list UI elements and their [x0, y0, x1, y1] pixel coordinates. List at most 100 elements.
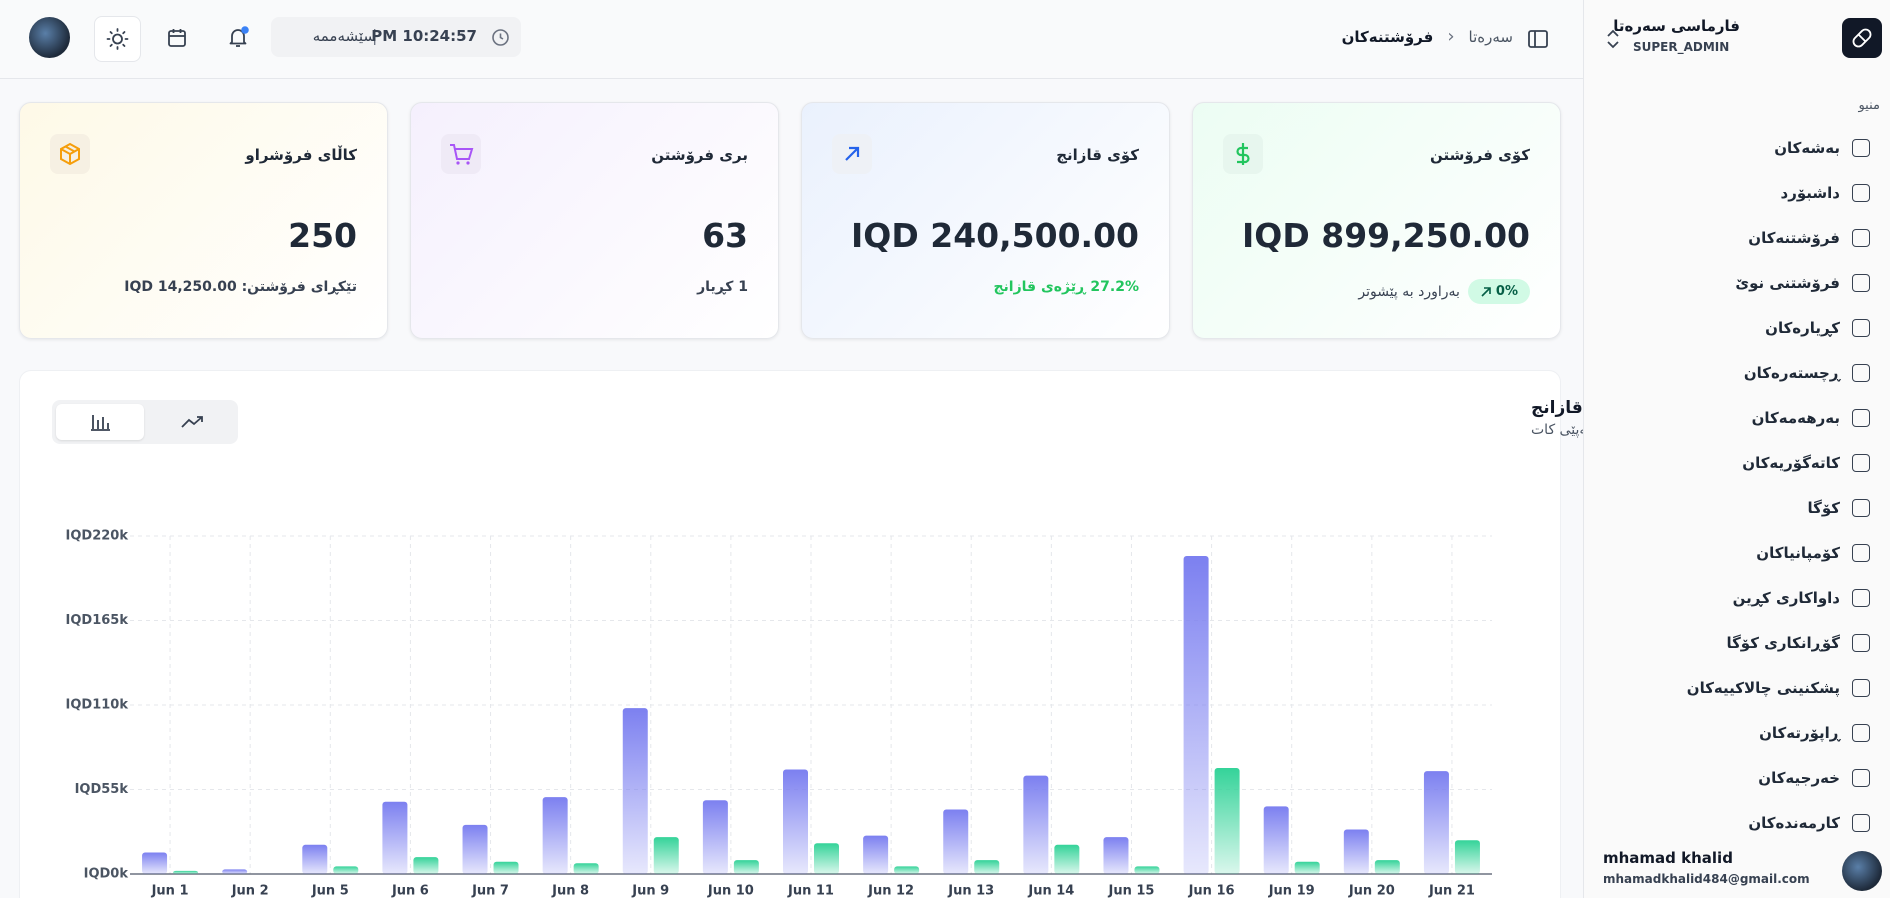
menu-item-icon — [1852, 454, 1870, 472]
card-footer: 1 کڕیار — [697, 279, 748, 295]
menu-item[interactable]: فرۆشتنەکان — [1600, 220, 1870, 256]
menu-item-icon — [1852, 229, 1870, 247]
card-footer: 27.2% ڕێژەی قازانج — [993, 279, 1139, 295]
card-title: کۆی فرۆشتن — [1430, 146, 1530, 164]
breadcrumb-current: فرۆشتنەکان — [1341, 27, 1434, 46]
menu-item-label: کارمەندەکان — [1748, 814, 1840, 832]
menu-item[interactable]: خەرجیەکان — [1600, 760, 1870, 796]
header: سێشەممە | PM 10:24:57 سەرەتا ‹ فرۆشتنەکا… — [0, 0, 1583, 79]
card-icon — [1223, 134, 1263, 174]
arrow-icon — [1481, 286, 1491, 297]
sidebar: فارماسی سەرەتا SUPER_ADMIN منیو mhamad k… — [1583, 0, 1890, 898]
menu-item-icon — [1852, 139, 1870, 157]
card-value: 250 — [288, 216, 357, 255]
card-title: بری فرۆشتن — [651, 146, 748, 164]
badge-value: 0% — [1495, 284, 1518, 299]
menu-item[interactable]: داشبۆرد — [1600, 175, 1870, 211]
menu-item[interactable]: داواکاری کڕین — [1600, 580, 1870, 616]
line-view-button[interactable] — [148, 404, 236, 440]
menu-item-label: کۆگا — [1807, 499, 1840, 517]
menu-item[interactable]: فرۆشتنی نوێ — [1600, 265, 1870, 301]
card-value: IQD 240,500.00 — [851, 216, 1139, 255]
sun-icon — [106, 28, 129, 50]
menu-item-icon — [1852, 499, 1870, 517]
separator: | — [372, 26, 378, 45]
menu-item-icon — [1852, 319, 1870, 337]
card-title: کاڵای فرۆشراو — [245, 146, 357, 164]
menu-item-label: داشبۆرد — [1780, 184, 1840, 202]
icon — [60, 142, 80, 166]
bar-view-button[interactable] — [56, 404, 144, 440]
menu-item[interactable]: کاتەگۆریەکان — [1600, 445, 1870, 481]
menu-item-label: ڕچستەرەکان — [1743, 364, 1840, 382]
breadcrumb: سەرەتا ‹ فرۆشتنەکان — [1342, 26, 1513, 47]
menu-item-icon — [1852, 679, 1870, 697]
icon — [450, 144, 474, 165]
user-name: mhamad khalid — [1603, 849, 1733, 867]
icon — [1236, 143, 1250, 165]
menu-item-label: بەرهەمەکان — [1751, 409, 1840, 427]
date-time-pill: سێشەممە | PM 10:24:57 — [271, 17, 521, 57]
card-icon — [832, 134, 872, 174]
menu-item-label: کاتەگۆریەکان — [1742, 454, 1840, 472]
theme-button[interactable] — [94, 16, 141, 62]
clock-icon — [492, 29, 509, 46]
menu-item-label: پشکنینی چالاکییەکان — [1686, 679, 1840, 697]
avatar[interactable] — [29, 17, 70, 58]
menu-item-icon — [1852, 724, 1870, 742]
calendar-icon[interactable] — [166, 27, 188, 49]
bell-icon[interactable] — [226, 25, 250, 49]
role: SUPER_ADMIN — [1633, 40, 1730, 54]
menu-item[interactable]: کۆگا — [1600, 490, 1870, 526]
stat-card: کاڵای فرۆشراو 250 تێکڕای فرۆشتن: IQD 14,25… — [19, 102, 388, 339]
user-avatar[interactable] — [1842, 851, 1882, 891]
stat-card: بری فرۆشتن 63 1 کڕیار — [410, 102, 779, 339]
menu-item-label: ڕاپۆرتەکان — [1759, 724, 1840, 742]
time: PM 10:24:57 — [371, 27, 477, 45]
card-title: کۆی قازانج — [1056, 146, 1139, 164]
user-email: mhamadkhalid484@gmail.com — [1603, 872, 1810, 886]
menu-item[interactable]: پشکنینی چالاکییەکان — [1600, 670, 1870, 706]
breadcrumb-separator: ‹ — [1447, 26, 1455, 47]
menu-item[interactable]: ڕاپۆرتەکان — [1600, 715, 1870, 751]
menu-item-icon — [1852, 364, 1870, 382]
card-footer: 0% بەراورد بە پێشوتر — [1358, 279, 1530, 304]
menu-item[interactable]: کڕیارەکان — [1600, 310, 1870, 346]
menu-item[interactable]: گۆڕانکاری کۆگا — [1600, 625, 1870, 661]
breadcrumb-home[interactable]: سەرەتا — [1468, 27, 1513, 46]
menu-item-icon — [1852, 589, 1870, 607]
card-value: IQD 899,250.00 — [1242, 216, 1530, 255]
stat-card: کۆی فرۆشتن IQD 899,250.00 0% بەراورد بە پێش… — [1192, 102, 1561, 339]
card-footer-text: 1 کڕیار — [697, 279, 748, 295]
menu-item-label: بەشەکان — [1774, 139, 1840, 157]
menu-item-label: کۆمپانیاکان — [1756, 544, 1840, 562]
card-icon — [441, 134, 481, 174]
menu-item-icon — [1852, 184, 1870, 202]
sidebar-toggle[interactable] — [1527, 28, 1549, 50]
menu-item-label: کڕیارەکان — [1765, 319, 1840, 337]
menu-item-icon — [1852, 769, 1870, 787]
icon — [845, 146, 860, 161]
menu-item-icon — [1852, 544, 1870, 562]
brand: فارماسی سەرەتا — [1613, 17, 1740, 35]
menu-item[interactable]: کۆمپانیاکان — [1600, 535, 1870, 571]
bar-icon — [91, 415, 110, 431]
menu-item[interactable]: بەرهەمەکان — [1600, 400, 1870, 436]
menu-item-icon — [1852, 274, 1870, 292]
menu-item[interactable]: کارمەندەکان — [1600, 805, 1870, 841]
card-footer: تێکڕای فرۆشتن: IQD 14,250.00 — [124, 279, 357, 295]
card-footer-text: بەراورد بە پێشوتر — [1358, 283, 1460, 300]
pill-icon — [1852, 28, 1872, 48]
menu-item[interactable]: ڕچستەرەکان — [1600, 355, 1870, 391]
switch-icon[interactable] — [1604, 28, 1622, 50]
stat-card: کۆی قازانج IQD 240,500.00 27.2% ڕێژەی قازا… — [801, 102, 1170, 339]
menu-item-icon — [1852, 634, 1870, 652]
menu-item-label: داواکاری کڕین — [1732, 589, 1840, 607]
menu-item-label: خەرجیەکان — [1758, 769, 1840, 787]
menu-item[interactable]: بەشەکان — [1600, 130, 1870, 166]
card-footer-text: تێکڕای فرۆشتن: IQD 14,250.00 — [124, 279, 357, 295]
menu-label: منیو — [1858, 98, 1880, 113]
day: سێشەممە — [312, 27, 376, 45]
card-footer-text: 27.2% ڕێژەی قازانج — [993, 279, 1139, 295]
